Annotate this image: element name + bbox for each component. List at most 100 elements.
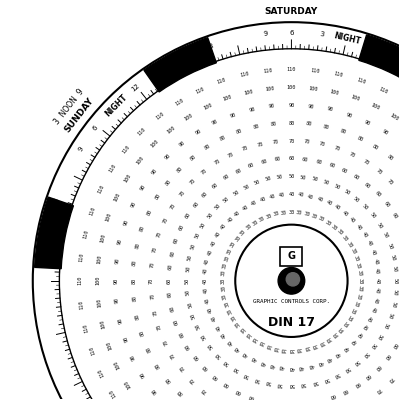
Text: 40: 40 [250,355,258,362]
Text: 50: 50 [200,332,207,340]
Text: 70: 70 [386,178,394,186]
Text: 70: 70 [162,216,169,224]
Text: 30: 30 [288,347,294,352]
Text: 90: 90 [346,112,353,118]
Text: 50: 50 [369,212,377,220]
Text: 40: 40 [298,364,304,369]
Text: 20: 20 [333,255,340,263]
Text: 60: 60 [374,363,382,371]
Text: 100: 100 [105,212,113,222]
FancyBboxPatch shape [280,247,302,266]
Text: 10: 10 [295,246,302,252]
Text: 50: 50 [190,312,196,319]
Text: 20: 20 [248,308,256,316]
Text: 30: 30 [324,219,332,227]
Text: 10: 10 [288,311,294,316]
Text: 10: 10 [288,246,294,251]
Text: 40: 40 [269,194,276,200]
Text: 10: 10 [267,251,275,259]
Text: 40: 40 [374,268,380,274]
Text: 20: 20 [327,308,335,316]
Text: 90: 90 [139,184,146,192]
Text: 60: 60 [170,250,176,257]
Text: G: G [288,252,296,262]
Text: 40: 40 [288,192,294,197]
Text: 60: 60 [173,237,180,244]
Text: 20: 20 [323,312,331,320]
Text: 100: 100 [202,102,213,111]
Text: 100: 100 [370,102,381,111]
Text: 80: 80 [340,129,347,136]
Text: 0: 0 [301,270,307,276]
Text: 80: 80 [176,388,184,396]
Text: 80: 80 [154,361,162,369]
Text: 40: 40 [269,362,276,368]
Text: 30: 30 [336,228,344,236]
Text: 60: 60 [364,182,372,189]
Text: 40: 40 [204,296,210,304]
Text: 40: 40 [372,296,378,304]
Text: 20: 20 [299,327,306,333]
Text: 110: 110 [97,184,105,194]
Text: 20: 20 [248,245,256,253]
Text: 0: 0 [278,268,284,273]
Text: 20: 20 [330,304,338,312]
Text: 20: 20 [288,228,294,233]
Text: 0: 0 [298,290,304,295]
Text: 80: 80 [139,329,146,337]
Text: 30: 30 [273,344,280,350]
Text: 110: 110 [356,78,366,85]
Text: 20: 20 [299,228,306,235]
Text: 50: 50 [386,311,393,319]
Text: 100: 100 [308,86,318,92]
Text: 40: 40 [333,204,341,212]
Text: 60: 60 [184,212,192,220]
Text: 50: 50 [322,179,330,186]
Text: 0: 0 [302,283,308,288]
Text: 30: 30 [280,346,287,352]
Text: 40: 40 [203,268,208,274]
Text: 0: 0 [303,282,309,286]
Text: 30: 30 [224,300,230,307]
Text: 0: 0 [297,265,302,271]
Text: 70: 70 [200,168,208,176]
Text: 80: 80 [164,375,172,383]
Text: 30: 30 [222,292,228,300]
Text: 70: 70 [374,168,382,176]
Text: 10: 10 [321,274,327,280]
Text: 70: 70 [334,146,341,152]
Text: 20: 20 [319,238,327,245]
Text: 30: 30 [265,342,273,349]
Text: 50: 50 [206,212,214,220]
Text: 90: 90 [327,106,334,113]
Text: 110: 110 [122,144,131,154]
Text: 0: 0 [282,291,288,297]
Text: 90: 90 [163,153,171,161]
Text: 6: 6 [289,30,294,36]
Text: 80: 80 [204,144,212,151]
Text: 20: 20 [252,241,260,249]
Text: 80: 80 [132,260,138,266]
Text: 70: 70 [150,293,155,300]
Text: 30: 30 [245,224,253,231]
Text: 70: 70 [288,138,294,144]
Text: 50: 50 [393,278,398,284]
Text: 20: 20 [239,288,245,296]
Text: 90: 90 [308,104,314,109]
Text: 70: 70 [319,141,326,148]
Text: 10: 10 [267,302,275,310]
Text: 100: 100 [105,340,113,350]
Text: 10: 10 [319,266,326,274]
Text: 10: 10 [298,308,306,315]
Text: 110: 110 [82,229,89,239]
Text: 10: 10 [322,278,326,284]
Text: 40: 40 [278,192,285,198]
Text: 100: 100 [96,254,102,264]
Text: 10: 10 [284,246,291,251]
Text: 70: 70 [213,159,221,166]
Text: 70: 70 [227,151,235,158]
Text: 80: 80 [146,208,153,216]
Text: 10: 10 [256,270,263,277]
Text: 10: 10 [310,254,318,262]
Text: 40: 40 [203,287,208,294]
